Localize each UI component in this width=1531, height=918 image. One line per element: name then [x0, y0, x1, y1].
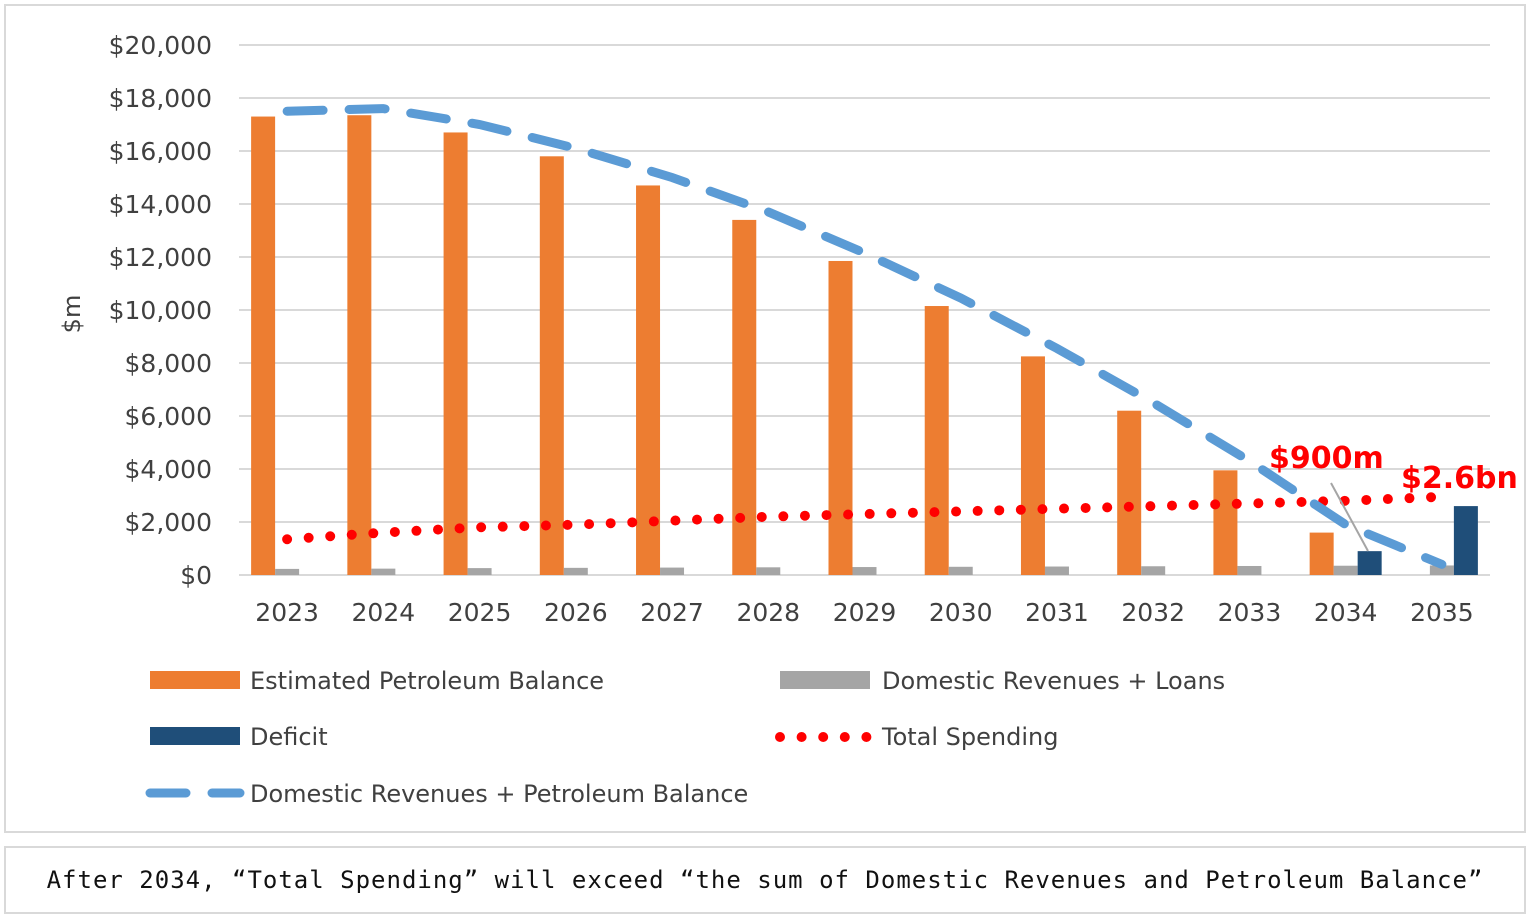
bar: [924, 306, 949, 575]
legend: Estimated Petroleum Balance Domestic Reve…: [145, 667, 1225, 808]
bar: [443, 132, 468, 575]
bar: [275, 568, 300, 575]
bar: [852, 567, 877, 575]
x-tick-label: 2035: [1410, 598, 1474, 627]
x-tick-label: 2033: [1218, 598, 1282, 627]
x-tick-label: 2023: [255, 598, 319, 627]
bar: [636, 185, 661, 575]
y-axis-label: $m: [58, 295, 86, 334]
caption-box: After 2034, “Total Spending” will exceed…: [4, 846, 1526, 914]
bar: [756, 567, 781, 575]
annotation-2-6bn: $2.6bn: [1401, 461, 1518, 496]
series-line-domestic-plus-petroleum: [282, 104, 1447, 569]
x-tick-label: 2029: [833, 598, 897, 627]
y-tick-label: $4,000: [125, 455, 212, 484]
bar: [467, 568, 492, 575]
bars: [251, 115, 1478, 576]
annotation-leader-line: [1330, 482, 1369, 552]
bar: [1309, 532, 1334, 575]
bar: [251, 116, 276, 576]
x-tick-label: 2027: [640, 598, 704, 627]
bar: [1044, 566, 1069, 575]
bar: [1237, 565, 1262, 575]
bar: [828, 260, 853, 575]
legend-label-domestic-petroleum: Domestic Revenues + Petroleum Balance: [250, 780, 748, 808]
lines: [282, 104, 1447, 569]
bar: [1453, 506, 1478, 575]
legend-swatch-petroleum-balance: [150, 671, 240, 689]
gridlines: [239, 44, 1490, 576]
y-tick-label: $16,000: [109, 137, 212, 166]
bar: [1117, 410, 1142, 575]
bar: [732, 219, 757, 575]
x-tick-label: 2030: [929, 598, 993, 627]
annotation-900m: $900m: [1269, 441, 1384, 476]
series-line-total-spending: [282, 491, 1447, 545]
bar: [1333, 565, 1358, 575]
bar: [660, 567, 685, 575]
x-tick-label: 2025: [448, 598, 512, 627]
bar: [371, 568, 396, 575]
x-tick-label: 2034: [1314, 598, 1378, 627]
y-tick-label: $12,000: [109, 243, 212, 272]
legend-label-deficit: Deficit: [250, 723, 328, 751]
y-tick-labels: $0 $2,000 $4,000 $6,000 $8,000 $10,000 $12,000…: [109, 31, 212, 590]
x-tick-labels: 2023 2024 2025 2026 2027 2028 2029 2030 2031 2032…: [255, 598, 1473, 627]
x-tick-label: 2024: [352, 598, 416, 627]
y-tick-label: $18,000: [109, 84, 212, 113]
bar: [539, 156, 564, 576]
bar: [347, 115, 372, 575]
chart-svg: $0 $2,000 $4,000 $6,000 $8,000 $10,000 $12,000…: [58, 31, 1518, 808]
bar: [948, 566, 973, 575]
bar: [1020, 356, 1045, 575]
x-tick-label: 2032: [1121, 598, 1185, 627]
y-tick-label: $8,000: [125, 349, 212, 378]
legend-label-petroleum-balance: Estimated Petroleum Balance: [250, 667, 604, 695]
bar: [1429, 565, 1454, 575]
x-tick-label: 2031: [1025, 598, 1089, 627]
legend-swatch-deficit: [150, 727, 240, 745]
y-tick-label: $0: [180, 561, 212, 590]
y-tick-label: $14,000: [109, 190, 212, 219]
legend-label-total-spending: Total Spending: [881, 723, 1058, 751]
chart-frame: $0 $2,000 $4,000 $6,000 $8,000 $10,000 $12,000…: [4, 4, 1526, 833]
annotations: $900m $2.6bn: [1269, 441, 1518, 552]
bar: [1357, 551, 1382, 575]
bar: [563, 567, 588, 575]
legend-label-domestic-loans: Domestic Revenues + Loans: [882, 667, 1225, 695]
caption-text: After 2034, “Total Spending” will exceed…: [46, 866, 1484, 894]
bar: [1141, 566, 1166, 575]
legend-swatch-domestic-loans: [780, 671, 870, 689]
y-tick-label: $2,000: [125, 508, 212, 537]
y-tick-label: $10,000: [109, 296, 212, 325]
bar: [1213, 470, 1238, 575]
x-tick-label: 2028: [736, 598, 800, 627]
y-tick-label: $20,000: [109, 31, 212, 60]
y-tick-label: $6,000: [125, 402, 212, 431]
x-tick-label: 2026: [544, 598, 608, 627]
